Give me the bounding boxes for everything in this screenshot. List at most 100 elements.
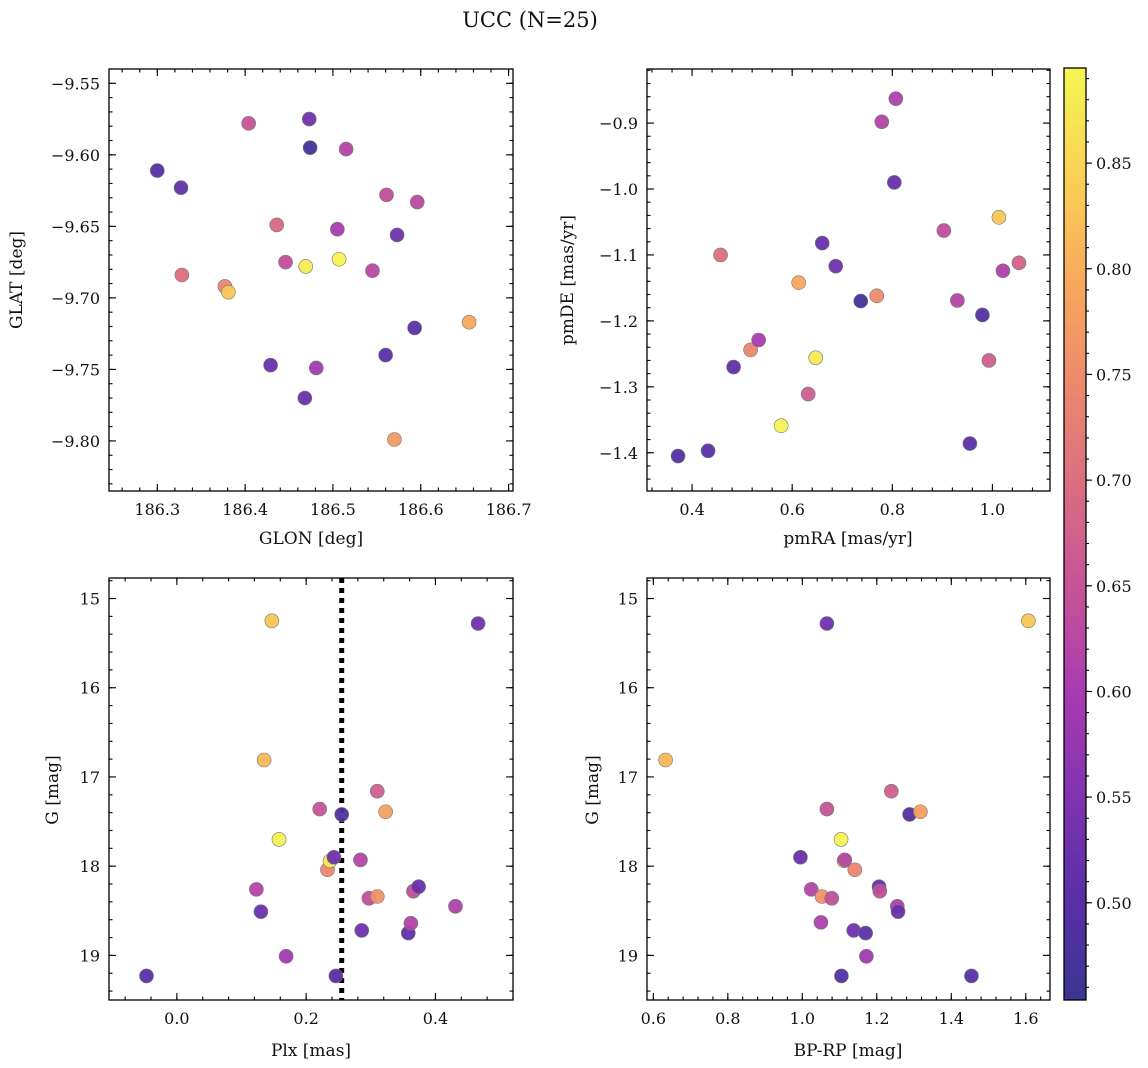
figure-title: UCC (N=25) xyxy=(462,8,598,32)
plx-g-ytick-label: 15 xyxy=(80,590,100,609)
pmra-pmde-ytick-label: −0.9 xyxy=(599,114,638,133)
glon-glat-xtick-label: 186.7 xyxy=(486,500,532,519)
plx-g-ytick-label: 16 xyxy=(80,679,100,698)
bprp-g-xlabel: BP-RP [mag] xyxy=(794,1041,903,1061)
plx-g-point-1 xyxy=(139,968,154,984)
bprp-g-xtick-label: 0.8 xyxy=(715,1009,740,1028)
plx-g-point-2 xyxy=(249,882,264,897)
bprp-g-point-23 xyxy=(913,804,928,820)
plx-g-point-3 xyxy=(253,904,269,919)
pmra-pmde-ytick-label: −1.4 xyxy=(599,444,638,463)
glon-glat-ylabel: GLAT [deg] xyxy=(7,231,27,329)
pmra-pmde-point-9 xyxy=(800,386,816,402)
bprp-g-point-14 xyxy=(847,862,863,878)
glon-glat-point-18 xyxy=(365,263,380,279)
glon-glat-point-12 xyxy=(301,111,317,127)
glon-glat-point-20 xyxy=(379,187,394,203)
pmra-pmde-point-6 xyxy=(751,332,766,348)
bprp-g-point-10 xyxy=(834,968,849,984)
pmra-pmde-point-11 xyxy=(814,235,830,251)
pmra-pmde-xtick-label: 1.0 xyxy=(980,500,1005,519)
plx-g-point-6 xyxy=(271,832,287,847)
glon-glat-point-8 xyxy=(269,217,285,233)
plx-g-ytick-label: 19 xyxy=(80,946,100,965)
glon-glat-point-24 xyxy=(409,194,425,210)
bprp-g-point-21 xyxy=(890,904,906,919)
glon-glat-point-13 xyxy=(302,140,318,155)
pmra-pmde-point-5 xyxy=(743,342,758,358)
plx-g-point-21 xyxy=(403,915,419,931)
glon-glat-point-5 xyxy=(221,284,236,300)
plx-g-ytick-label: 18 xyxy=(80,857,100,876)
plx-g-point-18 xyxy=(369,889,385,904)
glon-glat-ytick-label: −9.65 xyxy=(51,217,100,236)
bprp-g-xtick-label: 0.6 xyxy=(641,1009,666,1028)
colorbar-tick-label: 0.50 xyxy=(1096,894,1132,913)
glon-glat-xtick-label: 186.3 xyxy=(134,500,180,519)
plx-g-point-15 xyxy=(354,923,370,938)
bprp-g-point-9 xyxy=(833,832,849,847)
pmra-pmde-point-20 xyxy=(962,436,978,451)
plx-g-ylabel: G [mag] xyxy=(43,755,63,824)
plx-g-point-5 xyxy=(264,613,280,629)
bprp-g-point-8 xyxy=(824,890,840,906)
colorbar-gradient xyxy=(1064,68,1086,1000)
pmra-pmde-ticks: 0.4 0.6 0.8 1.0 −0.9 −1.0 −1.1 −1.2 −1.3 −1.4 xyxy=(599,69,1050,519)
plx-g-ticks: 0.0 0.2 0.4 15 16 17 18 19 xyxy=(80,578,514,1028)
colorbar: 0.50 0.55 0.60 0.65 0.70 0.75 0.80 0.85 xyxy=(1063,67,1132,1001)
plx-g-xtick-label: 0.4 xyxy=(423,1009,448,1028)
pmra-pmde-point-21 xyxy=(975,307,990,323)
plx-g-point-13 xyxy=(334,807,350,822)
bprp-g-xtick-label: 1.6 xyxy=(1013,1009,1038,1028)
bprp-g-point-7 xyxy=(819,616,835,631)
pmra-pmde-point-19 xyxy=(950,293,965,308)
pmra-pmde-point-2 xyxy=(700,443,716,459)
plx-g-xtick-label: 0.0 xyxy=(164,1009,189,1028)
pmra-pmde-point-23 xyxy=(991,210,1007,225)
pmra-pmde-point-18 xyxy=(936,223,952,238)
glon-glat-ytick-label: −9.75 xyxy=(51,360,100,379)
glon-glat-point-25 xyxy=(461,314,477,330)
glon-glat-points xyxy=(150,111,477,447)
pmra-pmde-xtick-label: 0.8 xyxy=(880,500,905,519)
glon-glat-ticks: 186.3 186.4 186.5 186.6 186.7 −9.55 −9.60 −9.65… xyxy=(51,68,532,519)
pmra-pmde-frame xyxy=(646,68,1051,492)
bprp-g-point-3 xyxy=(803,882,819,897)
panel-pmra-pmde: 0.4 0.6 0.8 1.0 −0.9 −1.0 −1.1 −1.2 −1.3 −1.4 pmR… xyxy=(558,68,1051,549)
bprp-g-points xyxy=(658,613,1036,984)
pmra-pmde-xtick-label: 0.4 xyxy=(679,500,704,519)
bprp-g-ytick-label: 16 xyxy=(618,679,638,698)
plx-g-point-24 xyxy=(448,899,463,914)
glon-glat-point-19 xyxy=(378,347,393,363)
glon-glat-point-14 xyxy=(308,360,324,376)
bprp-g-point-1 xyxy=(658,752,673,768)
pmra-pmde-xlabel: pmRA [mas/yr] xyxy=(783,529,912,549)
pmra-pmde-point-17 xyxy=(888,91,904,106)
glon-glat-ytick-label: −9.70 xyxy=(51,289,100,308)
glon-glat-xtick-label: 186.5 xyxy=(310,500,356,519)
panel-glon-glat: 186.3 186.4 186.5 186.6 186.7 −9.55 −9.60 −9.65… xyxy=(7,68,532,549)
glon-glat-point-3 xyxy=(174,267,190,283)
glon-glat-point-23 xyxy=(407,320,422,336)
plx-g-point-25 xyxy=(470,616,486,631)
glon-glat-point-9 xyxy=(278,254,293,270)
pmra-pmde-point-13 xyxy=(853,293,869,309)
bprp-g-point-12 xyxy=(837,852,853,868)
pmra-pmde-point-24 xyxy=(995,263,1011,279)
pmra-pmde-point-15 xyxy=(874,114,890,130)
bprp-g-point-4 xyxy=(813,915,829,930)
glon-glat-point-22 xyxy=(389,227,405,243)
glon-glat-ytick-label: −9.60 xyxy=(51,146,100,165)
glon-glat-point-1 xyxy=(150,163,165,178)
bprp-g-point-16 xyxy=(859,948,874,964)
glon-glat-point-16 xyxy=(331,251,347,267)
glon-glat-point-17 xyxy=(338,141,354,157)
pmra-pmde-point-14 xyxy=(869,288,885,304)
pmra-pmde-point-16 xyxy=(887,175,902,190)
glon-glat-point-15 xyxy=(330,221,345,237)
colorbar-tick-label: 0.55 xyxy=(1096,788,1132,807)
pmra-pmde-ytick-label: −1.0 xyxy=(599,180,638,199)
bprp-g-ytick-label: 18 xyxy=(618,857,638,876)
bprp-g-xtick-label: 1.0 xyxy=(790,1009,815,1028)
